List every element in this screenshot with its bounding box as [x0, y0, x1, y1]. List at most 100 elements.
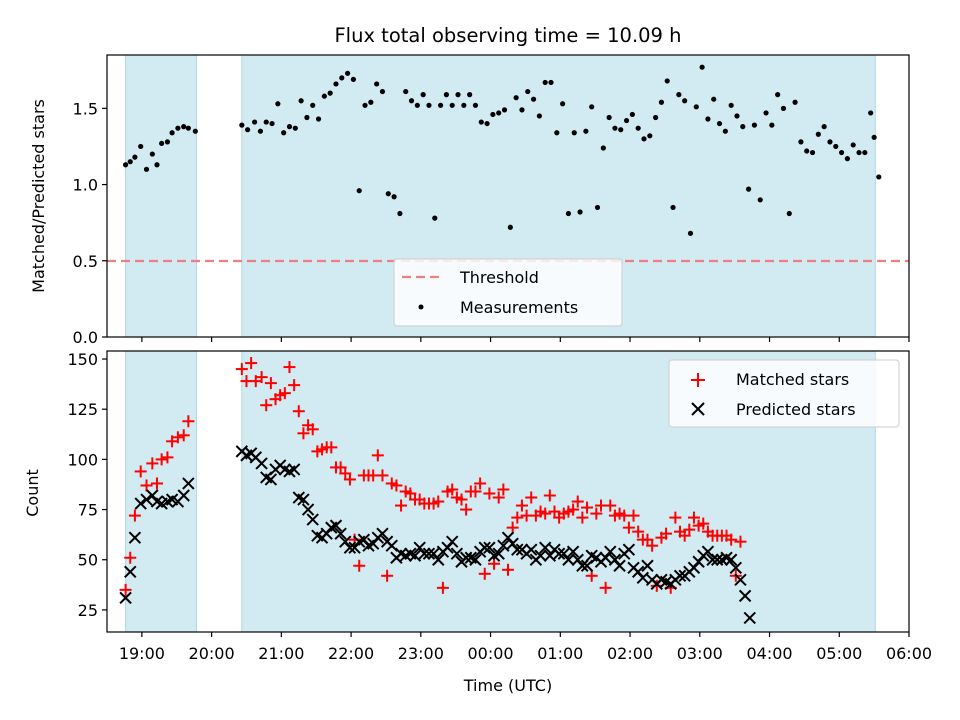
predicted-star-point	[140, 493, 153, 506]
top-y-axis-label: Matched/Predicted stars	[29, 99, 48, 293]
measurement-point	[408, 98, 415, 104]
measurement-point	[734, 113, 740, 119]
measurement-point	[560, 101, 566, 107]
measurement-point	[426, 102, 432, 108]
measurement-point	[629, 111, 635, 118]
measurement-point	[327, 90, 333, 96]
measurement-point	[379, 88, 386, 95]
measurement-point	[653, 114, 659, 121]
observing-window-0	[125, 54, 197, 338]
predicted-star-point	[418, 547, 431, 560]
predicted-star-point	[724, 553, 738, 566]
measurement-point	[484, 120, 490, 127]
predicted-star-point	[566, 545, 580, 558]
measurement-point	[257, 128, 264, 134]
measurement-point	[385, 191, 391, 197]
matched-star-point	[134, 465, 147, 478]
measurement-point	[809, 149, 816, 156]
legend-matched-label: Matched stars	[736, 370, 849, 389]
measurement-point	[420, 92, 426, 98]
matched-star-point	[124, 551, 137, 564]
measurement-point	[618, 127, 624, 133]
x-tick-label: 20:00	[189, 644, 235, 663]
bottom-y-axis-label: Count	[23, 469, 42, 517]
x-tick-label: 23:00	[398, 644, 444, 663]
measurement-point	[275, 101, 281, 107]
measurement-point	[763, 110, 769, 116]
measurement-point	[507, 224, 513, 230]
measurement-point	[827, 139, 833, 145]
measurement-point	[676, 92, 682, 98]
measurement-point	[536, 113, 542, 119]
predicted-star-point	[711, 553, 724, 566]
top-y-axis: 0.0 0.5 1.0 1.5	[73, 99, 107, 347]
measurement-point	[263, 119, 269, 125]
measurement-point	[437, 102, 444, 108]
matched-star-point	[539, 507, 552, 520]
x-tick-label: 02:00	[607, 644, 653, 663]
matched-star-point	[627, 509, 640, 522]
chart-title: Flux total observing time = 10.09 h	[334, 24, 681, 47]
measurement-point	[127, 159, 133, 165]
matched-star-point	[725, 533, 738, 546]
measurement-point	[362, 102, 368, 108]
measurement-point	[589, 104, 595, 110]
predicted-star-point	[483, 541, 496, 554]
matched-star-point	[376, 469, 389, 482]
measurement-point	[780, 105, 787, 111]
matched-star-point	[571, 495, 584, 508]
measurement-point	[705, 116, 711, 122]
matched-star-point	[511, 511, 524, 524]
matched-star-point	[646, 539, 659, 552]
matched-star-point	[436, 581, 449, 594]
measurement-point	[154, 162, 160, 168]
predicted-star-point	[119, 591, 132, 605]
matched-star-point	[283, 361, 296, 374]
measurement-point	[443, 92, 449, 98]
measurement-point	[769, 122, 775, 128]
y-tick-label: 0.0	[73, 328, 98, 347]
predicted-star-point	[264, 473, 278, 486]
measurement-point	[490, 111, 496, 118]
matched-star-point	[245, 357, 258, 370]
measurement-point	[746, 186, 752, 192]
predicted-star-point	[706, 553, 719, 566]
matched-star-point	[622, 521, 635, 534]
measurement-point	[138, 143, 144, 150]
measurement-point	[143, 166, 150, 172]
measurement-point	[862, 149, 868, 156]
measurement-point	[664, 78, 670, 84]
matched-star-point	[678, 529, 691, 542]
predicted-star-point	[287, 463, 301, 476]
matched-star-point	[390, 479, 403, 492]
measurement-point	[368, 99, 374, 105]
measurement-point	[455, 92, 461, 98]
predicted-star-point	[622, 543, 636, 556]
measurement-point	[687, 230, 694, 236]
measurement-point	[350, 76, 357, 82]
legend-measurements-swatch	[418, 304, 424, 310]
measurement-point	[844, 156, 850, 162]
matched-star-point	[353, 559, 366, 572]
measurement-point	[722, 128, 728, 134]
matched-star-point	[325, 441, 338, 454]
measurement-point	[181, 124, 187, 130]
predicted-star-point	[576, 559, 589, 572]
measurement-point	[804, 148, 810, 154]
measurement-point	[775, 92, 781, 98]
x-tick-label: 01:00	[537, 644, 583, 663]
top-x-axis-ticks	[141, 337, 910, 342]
x-tick-label: 03:00	[677, 644, 723, 663]
x-tick-label: 21:00	[258, 644, 304, 663]
predicted-star-point	[408, 549, 422, 562]
matched-star-point	[297, 427, 310, 440]
matched-star-point	[155, 453, 168, 466]
predicted-star-point	[297, 493, 310, 506]
measurement-point	[496, 110, 502, 116]
measurement-point	[658, 99, 665, 105]
measurement-point	[577, 209, 583, 215]
predicted-star-point	[134, 497, 147, 510]
matched-star-point	[455, 493, 468, 506]
legend-measurements-label: Measurements	[460, 298, 578, 317]
y-tick-label: 125	[67, 400, 98, 419]
